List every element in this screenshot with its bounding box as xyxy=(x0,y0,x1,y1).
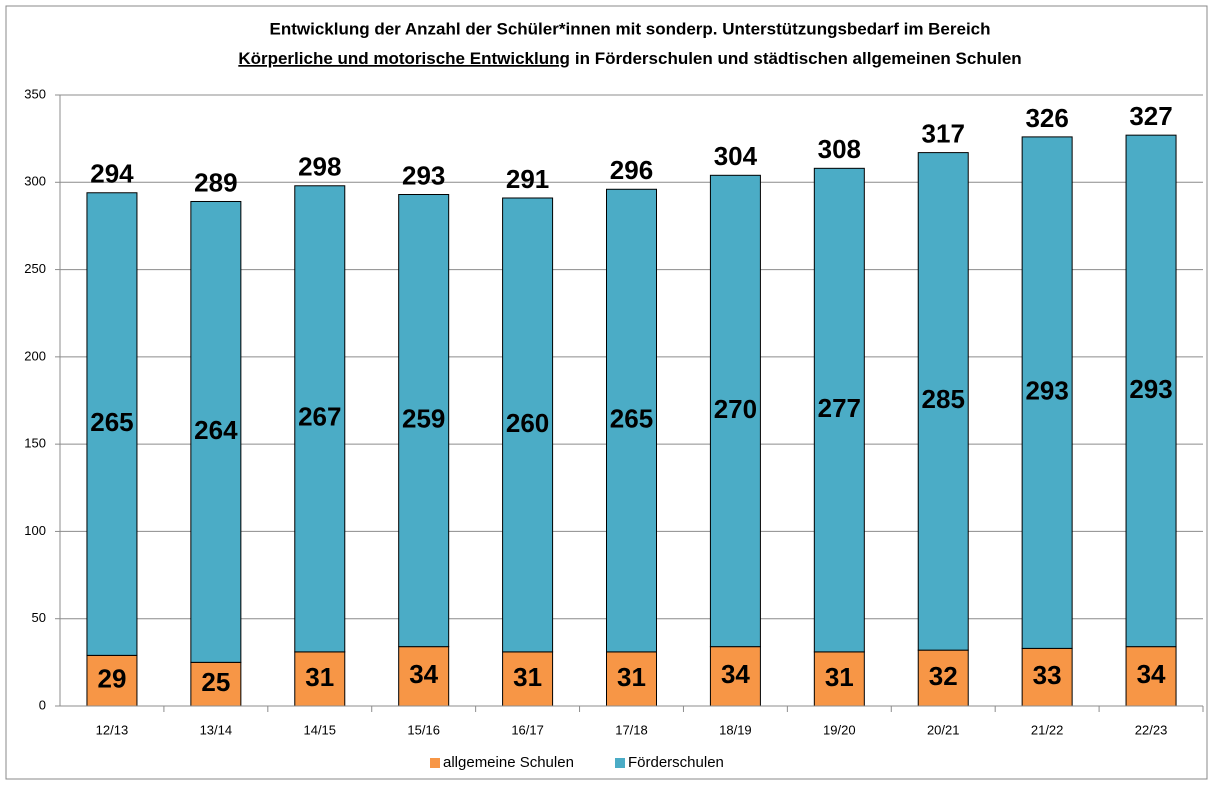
data-label: 285 xyxy=(922,384,965,414)
bar-segment xyxy=(917,152,969,651)
y-tick-label: 300 xyxy=(24,174,46,189)
y-tick-label: 200 xyxy=(24,348,46,363)
total-label: 289 xyxy=(194,167,237,197)
y-tick-label: 150 xyxy=(24,436,46,451)
chart-title: Entwicklung der Anzahl der Schüler*innen… xyxy=(269,19,990,38)
y-tick-label: 100 xyxy=(24,523,46,538)
bar-segment xyxy=(502,197,554,653)
bar-segment xyxy=(86,192,138,656)
legend-swatch xyxy=(430,758,440,768)
bar-segment xyxy=(606,188,657,653)
y-tick-label: 50 xyxy=(32,610,46,625)
y-tick-label: 350 xyxy=(24,86,46,101)
x-tick-label: 21/22 xyxy=(1031,722,1064,737)
bar-segment xyxy=(294,185,346,653)
x-tick-label: 16/17 xyxy=(511,722,544,737)
legend-label: allgemeine Schulen xyxy=(443,754,574,771)
bar-segment xyxy=(398,194,450,648)
bar-segment xyxy=(1125,134,1177,648)
data-label: 293 xyxy=(1025,376,1068,406)
total-label: 326 xyxy=(1025,103,1068,133)
x-tick-label: 13/14 xyxy=(200,722,233,737)
data-label: 265 xyxy=(90,407,133,437)
x-tick-label: 15/16 xyxy=(407,722,440,737)
data-label: 31 xyxy=(617,662,646,692)
total-label: 304 xyxy=(714,141,758,171)
x-tick-label: 18/19 xyxy=(719,722,752,737)
total-label: 298 xyxy=(298,152,341,182)
bar-segment xyxy=(917,649,969,707)
data-label: 29 xyxy=(97,664,126,694)
total-label: 317 xyxy=(922,118,965,148)
total-label: 291 xyxy=(506,164,549,194)
bar-segment xyxy=(1021,136,1073,649)
total-label: 294 xyxy=(90,159,134,189)
y-tick-label: 250 xyxy=(24,261,46,276)
chart-title-underlined: Körperliche und motorische Entwicklung xyxy=(238,49,570,68)
data-label: 265 xyxy=(610,403,653,433)
total-label: 293 xyxy=(402,160,445,190)
data-label: 25 xyxy=(201,667,230,697)
data-label: 32 xyxy=(929,661,958,691)
data-label: 259 xyxy=(402,403,445,433)
total-label: 327 xyxy=(1129,101,1172,131)
x-tick-label: 17/18 xyxy=(615,722,648,737)
bar-segment xyxy=(813,651,865,707)
bar-segment xyxy=(398,646,450,707)
chart-title: Körperliche und motorische Entwicklung in… xyxy=(238,49,1021,68)
x-tick-label: 12/13 xyxy=(96,722,129,737)
data-label: 267 xyxy=(298,402,341,432)
chart-title-rest: in Förderschulen und städtischen allgeme… xyxy=(575,49,1022,68)
data-label: 293 xyxy=(1129,374,1172,404)
data-label: 260 xyxy=(506,408,549,438)
bar-segment xyxy=(709,174,761,648)
data-label: 277 xyxy=(818,393,861,423)
bar-segment xyxy=(190,661,242,707)
data-label: 34 xyxy=(1137,659,1166,689)
x-tick-label: 22/23 xyxy=(1135,722,1168,737)
x-tick-label: 19/20 xyxy=(823,722,856,737)
data-label: 31 xyxy=(305,662,334,692)
x-tick-label: 20/21 xyxy=(927,722,960,737)
total-label: 296 xyxy=(610,155,653,185)
data-label: 31 xyxy=(825,662,854,692)
data-label: 34 xyxy=(721,659,750,689)
legend-label: Förderschulen xyxy=(628,754,724,771)
x-tick-label: 14/15 xyxy=(303,722,336,737)
data-label: 31 xyxy=(513,662,542,692)
data-label: 33 xyxy=(1033,660,1062,690)
data-label: 264 xyxy=(194,415,238,445)
bar-segment xyxy=(190,200,242,663)
bar-segment xyxy=(813,167,865,653)
legend-swatch xyxy=(615,758,625,768)
data-label: 270 xyxy=(714,394,757,424)
bar-segment xyxy=(1021,647,1073,707)
data-label: 34 xyxy=(409,659,438,689)
total-label: 308 xyxy=(818,134,861,164)
y-tick-label: 0 xyxy=(39,697,46,712)
